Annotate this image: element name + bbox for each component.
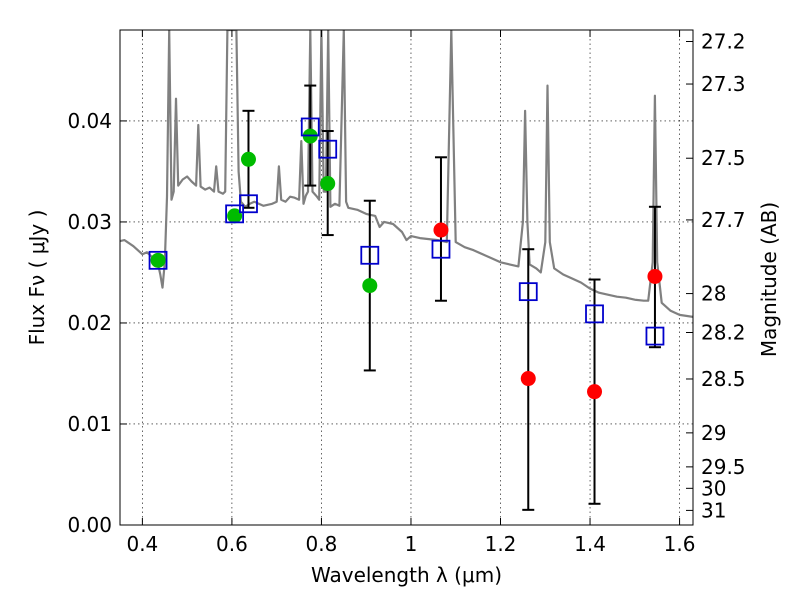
x-tick-label: 0.6 — [216, 532, 248, 556]
square-point — [360, 245, 380, 265]
right-tick-label: 28 — [701, 282, 726, 306]
right-tick-label: 29.5 — [701, 455, 746, 479]
x-tick-label: 1.4 — [574, 532, 606, 556]
square-point — [300, 117, 320, 137]
red-circle-point — [647, 268, 663, 284]
right-tick-label: 27.7 — [701, 208, 746, 232]
y-tick-label: 0.02 — [67, 311, 112, 335]
model-curve — [120, 30, 693, 318]
x-tick-label: 0.8 — [306, 532, 338, 556]
x-axis-label: Wavelength λ (μm) — [311, 563, 502, 587]
red-circle-point — [520, 371, 536, 387]
axis-ticks — [120, 30, 693, 526]
red-circle-point — [433, 222, 449, 238]
y-tick-label: 0.03 — [67, 210, 112, 234]
y-tick-label: 0.04 — [67, 109, 112, 133]
right-tick-label: 28.5 — [701, 367, 746, 391]
right-tick-label: 29 — [701, 421, 726, 445]
right-axis-label: Magnitude (AB) — [757, 202, 781, 357]
y-tick-label: 0.01 — [67, 412, 112, 436]
y-axis-label: Flux Fν ( μJy ) — [25, 210, 49, 346]
square-point — [645, 326, 665, 346]
red-circle-point — [587, 384, 603, 400]
right-tick-label: 27.3 — [701, 72, 746, 96]
green-circle-point — [240, 151, 256, 167]
error-bars — [242, 84, 661, 511]
right-tick-label: 31 — [701, 498, 726, 522]
model-spectrum — [120, 30, 693, 318]
green-circle-point — [227, 208, 243, 224]
data-markers — [148, 117, 665, 400]
square-point — [585, 304, 604, 324]
square-point — [148, 250, 168, 270]
x-tick-label: 1 — [405, 532, 418, 556]
grid-lines — [120, 30, 693, 526]
right-tick-label: 27.5 — [701, 146, 746, 170]
green-circle-point — [320, 176, 336, 192]
square-point — [318, 139, 338, 159]
y-tick-labels: 0.00 0.01 0.02 0.03 0.04 — [67, 109, 112, 537]
plot-frame — [119, 29, 694, 526]
square-point — [431, 239, 451, 259]
square-point — [225, 204, 245, 224]
x-tick-labels: 0.4 0.6 0.8 1 1.2 1.4 1.6 — [126, 532, 695, 556]
square-point — [518, 282, 538, 302]
green-circle-point — [150, 252, 166, 268]
right-tick-label: 28.2 — [701, 321, 746, 345]
x-tick-label: 1.6 — [664, 532, 696, 556]
square-point — [239, 194, 258, 214]
right-tick-label: 30 — [701, 476, 726, 500]
x-tick-label: 1.2 — [485, 532, 517, 556]
right-tick-label: 27.2 — [701, 29, 746, 53]
green-circle-point — [362, 278, 378, 294]
y-tick-label: 0.00 — [67, 513, 112, 537]
x-tick-label: 0.4 — [126, 532, 158, 556]
